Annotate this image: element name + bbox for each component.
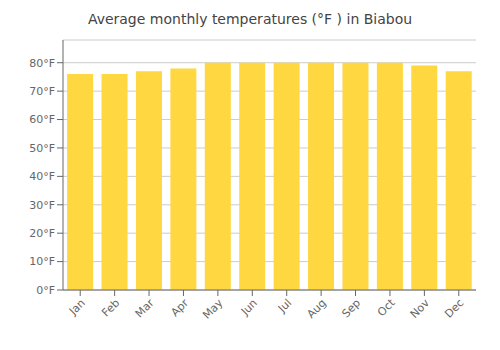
svg-text:Oct: Oct bbox=[375, 296, 398, 319]
svg-text:60°F: 60°F bbox=[29, 113, 55, 126]
svg-text:Feb: Feb bbox=[99, 296, 122, 319]
svg-text:May: May bbox=[200, 296, 226, 322]
svg-text:30°F: 30°F bbox=[29, 199, 55, 212]
svg-text:50°F: 50°F bbox=[29, 142, 55, 155]
svg-text:Mar: Mar bbox=[133, 296, 157, 320]
svg-text:40°F: 40°F bbox=[29, 170, 55, 183]
svg-text:70°F: 70°F bbox=[29, 85, 55, 98]
svg-text:10°F: 10°F bbox=[29, 255, 55, 268]
svg-text:80°F: 80°F bbox=[29, 57, 55, 70]
svg-text:Dec: Dec bbox=[442, 296, 466, 320]
svg-text:0°F: 0°F bbox=[36, 284, 55, 297]
html-text:Average monthly temperatures (: Average monthly temperatures (°F ) in Bi… bbox=[87, 11, 413, 27]
svg-text:Nov: Nov bbox=[408, 296, 433, 321]
svg-text:Jul: Jul bbox=[275, 296, 294, 315]
svg-text:Sep: Sep bbox=[339, 296, 363, 320]
svg-text:Jun: Jun bbox=[238, 296, 260, 318]
svg-text:Jan: Jan bbox=[66, 296, 88, 318]
svg-text:Aug: Aug bbox=[304, 296, 328, 320]
svg-text:Apr: Apr bbox=[168, 296, 191, 319]
svg-text:20°F: 20°F bbox=[29, 227, 55, 240]
